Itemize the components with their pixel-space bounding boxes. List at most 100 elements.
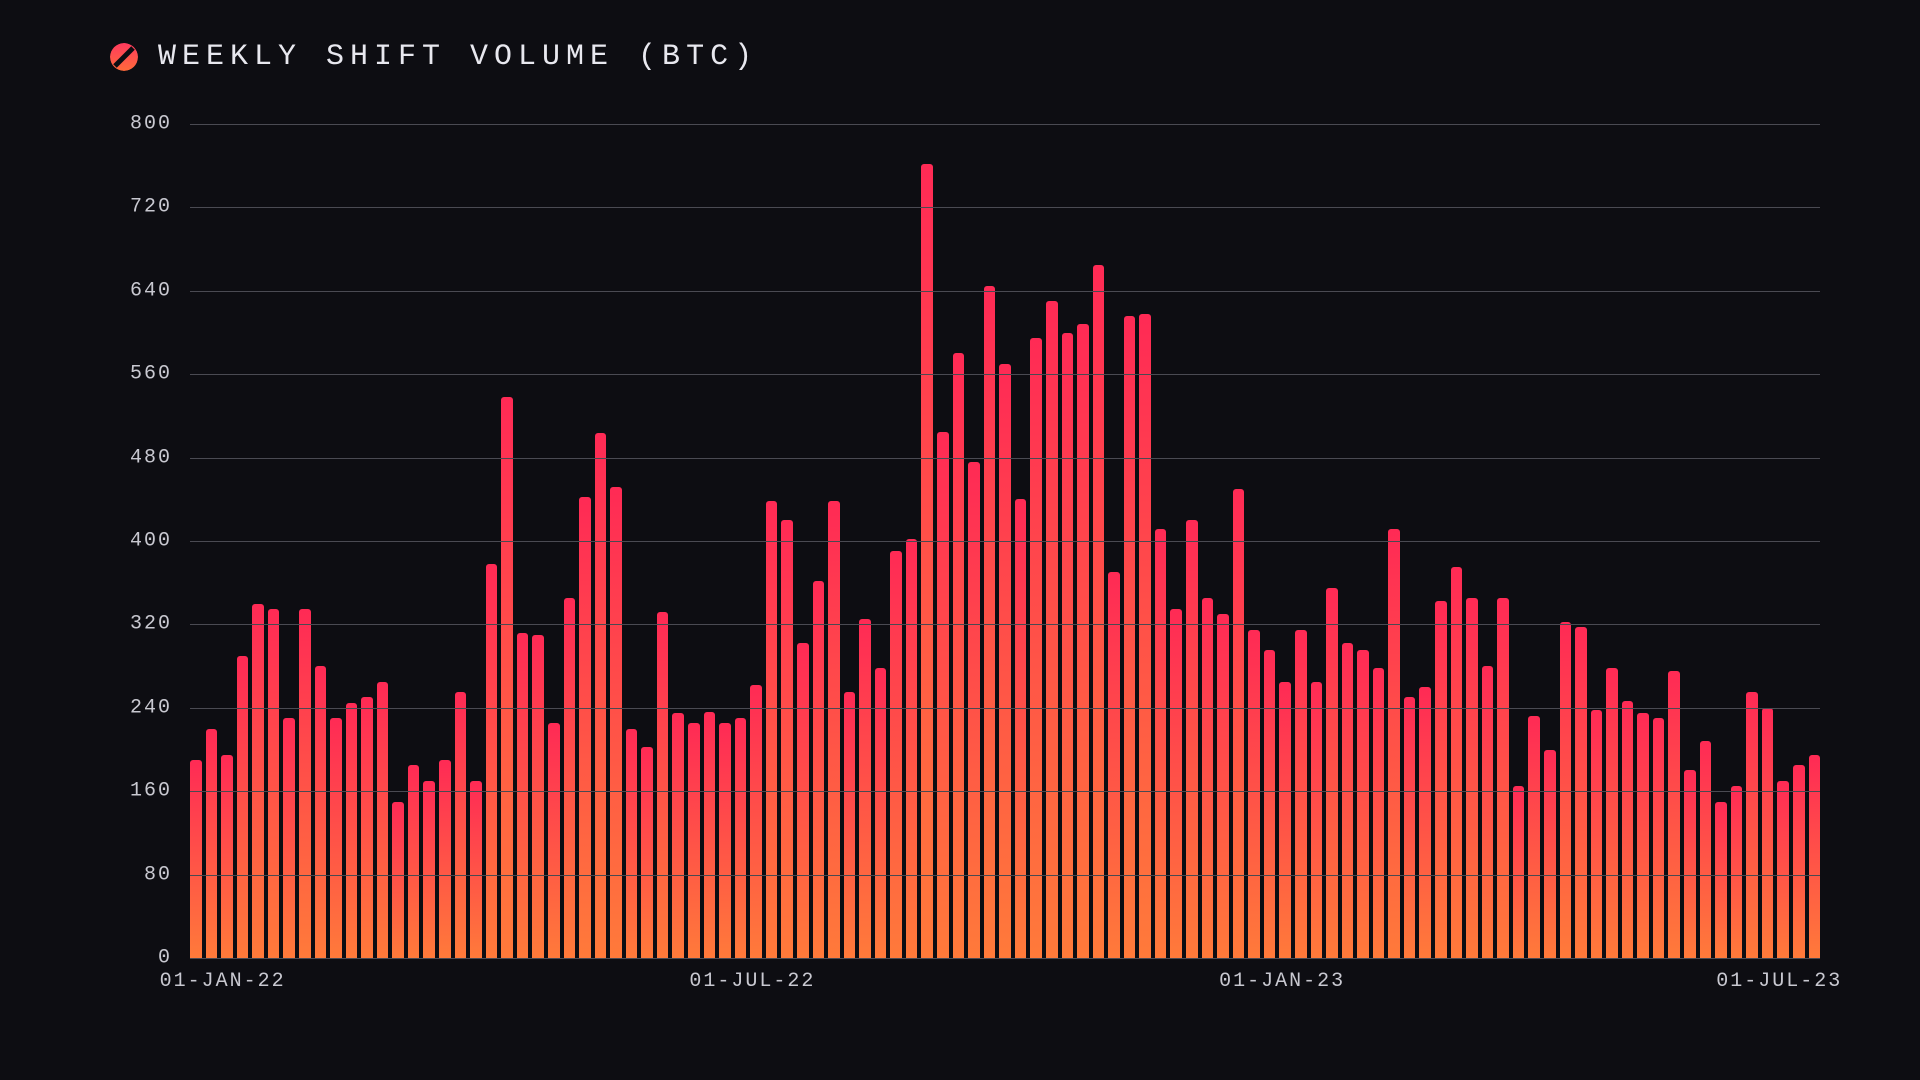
- bar: [1404, 697, 1416, 958]
- grid-line: [190, 291, 1820, 292]
- bar: [626, 729, 638, 958]
- bar: [1295, 630, 1307, 958]
- bar: [735, 718, 747, 958]
- bar: [455, 692, 467, 958]
- bar: [1077, 324, 1089, 958]
- bar: [1606, 668, 1618, 958]
- bar: [517, 633, 529, 958]
- bar: [766, 501, 778, 958]
- bar: [361, 697, 373, 958]
- bar: [1062, 333, 1074, 959]
- bar: [299, 609, 311, 958]
- bar: [548, 723, 560, 958]
- bar: [1279, 682, 1291, 958]
- bar: [1357, 650, 1369, 958]
- bar: [1170, 609, 1182, 958]
- chart-title: WEEKLY SHIFT VOLUME (BTC): [158, 40, 758, 74]
- y-axis-label: 80: [144, 863, 172, 886]
- bar: [1793, 765, 1805, 958]
- bar: [1202, 598, 1214, 958]
- grid-line: [190, 791, 1820, 792]
- bar: [1575, 627, 1587, 959]
- grid-line: [190, 541, 1820, 542]
- y-axis-label: 240: [130, 696, 172, 719]
- bar: [1622, 701, 1634, 958]
- bar: [392, 802, 404, 958]
- bar: [1155, 529, 1167, 959]
- grid-line: [190, 207, 1820, 208]
- y-axis: 080160240320400480560640720800: [100, 124, 190, 958]
- bar: [346, 703, 358, 958]
- bar: [252, 604, 264, 958]
- bar: [921, 164, 933, 958]
- bar: [1731, 786, 1743, 958]
- bar: [1668, 671, 1680, 958]
- bar: [237, 656, 249, 958]
- bar: [1342, 643, 1354, 958]
- bar: [1544, 750, 1556, 959]
- grid-line: [190, 458, 1820, 459]
- grid-line: [190, 958, 1820, 959]
- bar: [813, 581, 825, 958]
- bar: [844, 692, 856, 958]
- bar: [330, 718, 342, 958]
- x-axis-label: 01-JUL-22: [689, 970, 815, 993]
- bar: [439, 760, 451, 958]
- y-axis-label: 400: [130, 530, 172, 553]
- bar: [377, 682, 389, 958]
- bar: [1233, 489, 1245, 958]
- bar: [190, 760, 202, 958]
- bar: [1093, 265, 1105, 958]
- bar: [828, 501, 840, 958]
- bar: [470, 781, 482, 958]
- bar: [719, 723, 731, 958]
- bar: [1637, 713, 1649, 958]
- bar: [1388, 529, 1400, 959]
- grid-line: [190, 124, 1820, 125]
- bar: [641, 747, 653, 958]
- bar: [1700, 741, 1712, 958]
- x-axis-label: 01-JAN-23: [1219, 970, 1345, 993]
- bar: [1124, 316, 1136, 958]
- y-axis-label: 720: [130, 196, 172, 219]
- bar: [1311, 682, 1323, 958]
- y-axis-label: 640: [130, 279, 172, 302]
- bar: [953, 353, 965, 958]
- bar: [984, 286, 996, 958]
- y-axis-label: 800: [130, 113, 172, 136]
- bar: [1419, 687, 1431, 958]
- bar: [1591, 710, 1603, 958]
- bar: [283, 718, 295, 958]
- bar: [1715, 802, 1727, 958]
- y-axis-label: 560: [130, 363, 172, 386]
- bar: [1373, 668, 1385, 958]
- y-axis-label: 0: [158, 947, 172, 970]
- grid-line: [190, 875, 1820, 876]
- grid-line: [190, 624, 1820, 625]
- bar: [672, 713, 684, 958]
- bar: [875, 668, 887, 958]
- brand-logo-icon: [110, 43, 138, 71]
- bar: [688, 723, 700, 958]
- bar: [206, 729, 218, 958]
- bar: [1497, 598, 1509, 958]
- bar: [564, 598, 576, 958]
- bar: [486, 564, 498, 958]
- bar: [315, 666, 327, 958]
- bar: [999, 364, 1011, 958]
- bar: [408, 765, 420, 958]
- bar: [221, 755, 233, 958]
- y-axis-label: 160: [130, 780, 172, 803]
- bar: [968, 462, 980, 958]
- bar: [906, 539, 918, 958]
- bar: [595, 433, 607, 958]
- bar: [657, 612, 669, 958]
- bar: [1435, 601, 1447, 958]
- bar: [1777, 781, 1789, 958]
- bar: [1248, 630, 1260, 958]
- grid-line: [190, 374, 1820, 375]
- bar: [268, 609, 280, 958]
- bar: [1326, 588, 1338, 958]
- bar: [1528, 716, 1540, 958]
- y-axis-label: 480: [130, 446, 172, 469]
